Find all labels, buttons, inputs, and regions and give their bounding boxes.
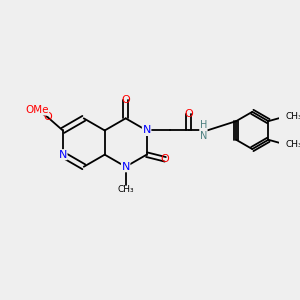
Text: O: O — [184, 109, 193, 119]
Text: O: O — [161, 154, 170, 164]
Text: N: N — [142, 125, 151, 136]
Text: H
N: H N — [200, 120, 207, 141]
Text: N: N — [58, 150, 67, 160]
Text: OMe: OMe — [25, 105, 49, 115]
Text: CH₃: CH₃ — [117, 185, 134, 194]
Text: CH₃: CH₃ — [285, 140, 300, 149]
Text: O: O — [44, 112, 52, 122]
Text: O: O — [121, 95, 130, 105]
Text: CH₃: CH₃ — [285, 112, 300, 121]
Text: N: N — [122, 162, 130, 172]
